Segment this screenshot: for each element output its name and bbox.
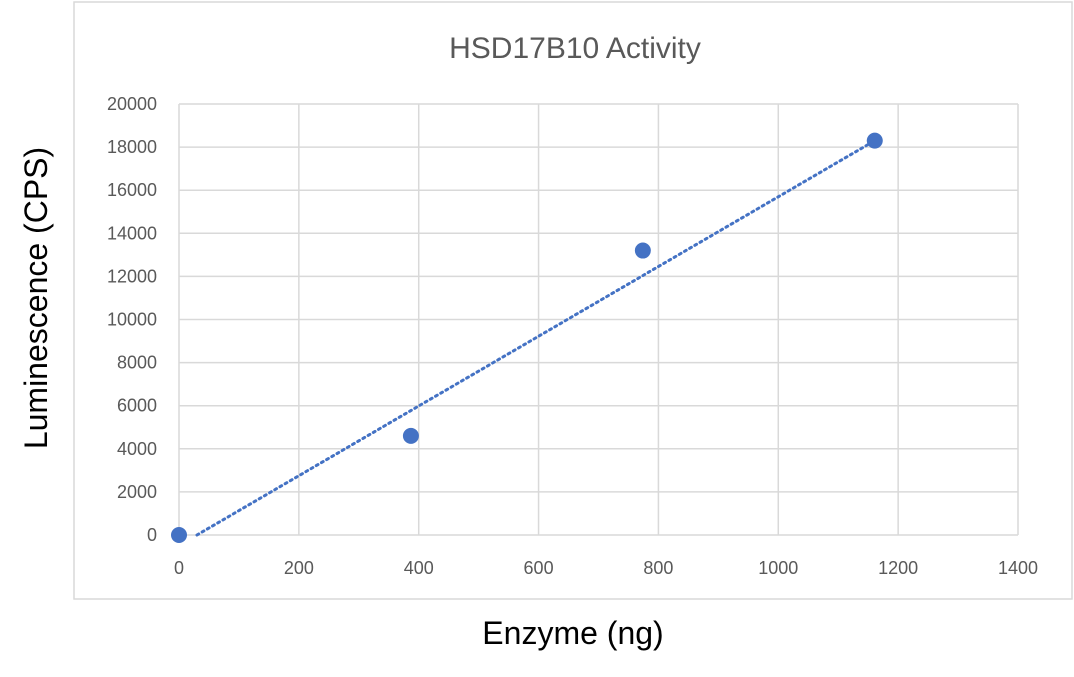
y-tick-label: 8000 [117,353,157,373]
y-tick-label: 12000 [107,266,157,286]
x-tick-label: 1400 [998,558,1038,578]
y-tick-label: 16000 [107,180,157,200]
x-tick-label: 1000 [758,558,798,578]
y-axis-title: Luminescence (CPS) [18,147,54,449]
gridlines [178,103,1019,536]
x-tick-label: 1200 [878,558,918,578]
y-tick-label: 14000 [107,223,157,243]
tick-labels: 0200040006000800010000120001400016000180… [107,94,1038,578]
x-tick-label: 800 [643,558,673,578]
y-tick-label: 10000 [107,310,157,330]
x-tick-label: 0 [174,558,184,578]
y-tick-label: 18000 [107,137,157,157]
y-tick-label: 0 [147,525,157,545]
y-tick-label: 4000 [117,439,157,459]
x-tick-label: 400 [404,558,434,578]
data-point [634,242,651,259]
chart-title: HSD17B10 Activity [449,32,701,65]
chart-area-border [73,1,1073,600]
data-point [171,527,187,543]
y-tick-label: 20000 [107,94,157,114]
y-tick-label: 2000 [117,482,157,502]
y-tick-label: 6000 [117,396,157,416]
x-tick-label: 200 [284,558,314,578]
trendline [195,139,877,537]
data-point [402,427,419,444]
trendline-group [195,139,877,537]
data-points [171,132,883,543]
x-axis-title: Enzyme (ng) [482,615,663,651]
x-tick-label: 600 [524,558,554,578]
data-point [866,132,883,149]
